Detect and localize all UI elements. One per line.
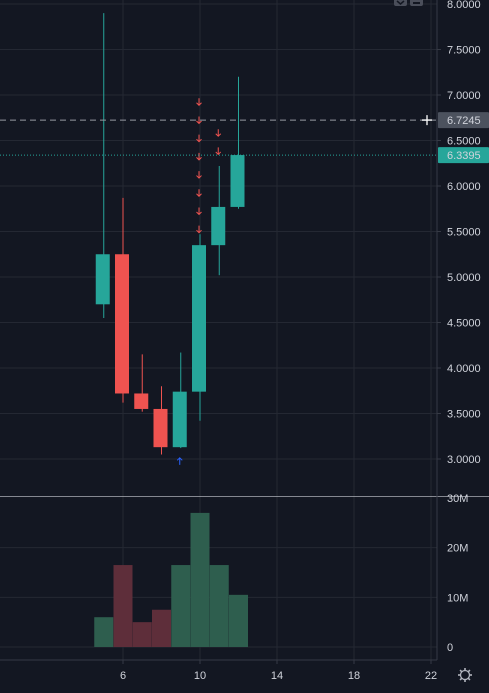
price-tick-label: 6.0000 bbox=[447, 181, 481, 193]
volume-bar bbox=[229, 594, 248, 647]
candle-body bbox=[230, 155, 245, 207]
gear-ring bbox=[459, 669, 471, 681]
volume-bars bbox=[94, 512, 248, 647]
crosshair-cursor-icon bbox=[422, 115, 432, 126]
candle-body bbox=[211, 206, 226, 246]
sell-arrow-icon bbox=[196, 225, 202, 234]
sell-arrow-icon bbox=[196, 152, 202, 161]
price-tick-label: 3.5000 bbox=[447, 409, 481, 421]
volume-tick-label: 10M bbox=[447, 592, 468, 604]
chevron-down-icon[interactable] bbox=[394, 0, 407, 6]
candle-body bbox=[153, 408, 168, 448]
volume-tick-label: 20M bbox=[447, 543, 468, 555]
volume-bar bbox=[209, 565, 229, 647]
time-tick-label: 14 bbox=[271, 670, 283, 682]
time-tick-label: 10 bbox=[194, 670, 206, 682]
price-tick-label: 8.0000 bbox=[447, 0, 481, 11]
price-tick-label: 4.5000 bbox=[447, 318, 481, 330]
volume-bar bbox=[171, 565, 191, 647]
volume-bar bbox=[190, 512, 210, 647]
volume-tick-label: 0 bbox=[447, 642, 453, 654]
trade-markers bbox=[176, 98, 222, 465]
last-price-badge bbox=[438, 147, 489, 164]
sell-arrow-icon bbox=[215, 129, 222, 137]
button-bg bbox=[394, 0, 407, 6]
price-labels: 6.7245 6.3395 bbox=[422, 112, 489, 164]
price-tick-label: 7.0000 bbox=[447, 90, 481, 102]
candle-body bbox=[115, 254, 129, 394]
volume-tick-label: 30M bbox=[447, 493, 468, 505]
price-tick-label: 5.0000 bbox=[447, 272, 481, 284]
price-tick-label: 6.5000 bbox=[447, 136, 481, 148]
time-tick-label: 18 bbox=[348, 670, 360, 682]
sell-arrow-icon bbox=[196, 134, 202, 143]
price-tick-label: 7.5000 bbox=[447, 45, 481, 57]
volume-bar bbox=[94, 617, 114, 647]
sell-arrow-icon bbox=[215, 147, 222, 156]
candles bbox=[95, 13, 245, 455]
sell-arrow-icon bbox=[196, 171, 202, 179]
gear-icon[interactable] bbox=[458, 668, 472, 682]
time-tick-label: 6 bbox=[120, 670, 126, 682]
crosshair-price-label: 6.7245 bbox=[447, 115, 481, 127]
minimize-icon[interactable] bbox=[410, 0, 423, 6]
buy-arrow-icon bbox=[176, 457, 183, 465]
volume-bar bbox=[132, 622, 152, 647]
volume-bar bbox=[113, 565, 133, 647]
price-lines bbox=[0, 119, 437, 156]
price-tick-label: 3.0000 bbox=[447, 454, 481, 466]
crosshair-price-badge bbox=[438, 112, 489, 129]
volume-bar bbox=[152, 609, 171, 647]
sell-arrow-icon bbox=[196, 189, 202, 197]
sell-arrow-icon bbox=[196, 116, 202, 125]
candle-body bbox=[95, 254, 110, 305]
last-price-label: 6.3395 bbox=[447, 150, 481, 162]
candle-body bbox=[192, 245, 206, 392]
minimize-glyph bbox=[413, 2, 420, 4]
candle-body bbox=[134, 393, 149, 409]
price-tick-label: 4.0000 bbox=[447, 363, 481, 375]
pane-header bbox=[394, 0, 472, 682]
chevron-glyph bbox=[396, 0, 405, 5]
time-tick-label: 22 bbox=[425, 670, 437, 682]
sell-arrow-icon bbox=[196, 207, 202, 216]
price-tick-label: 5.5000 bbox=[447, 227, 481, 239]
candle-body bbox=[172, 391, 187, 448]
sell-arrow-icon bbox=[196, 98, 202, 106]
